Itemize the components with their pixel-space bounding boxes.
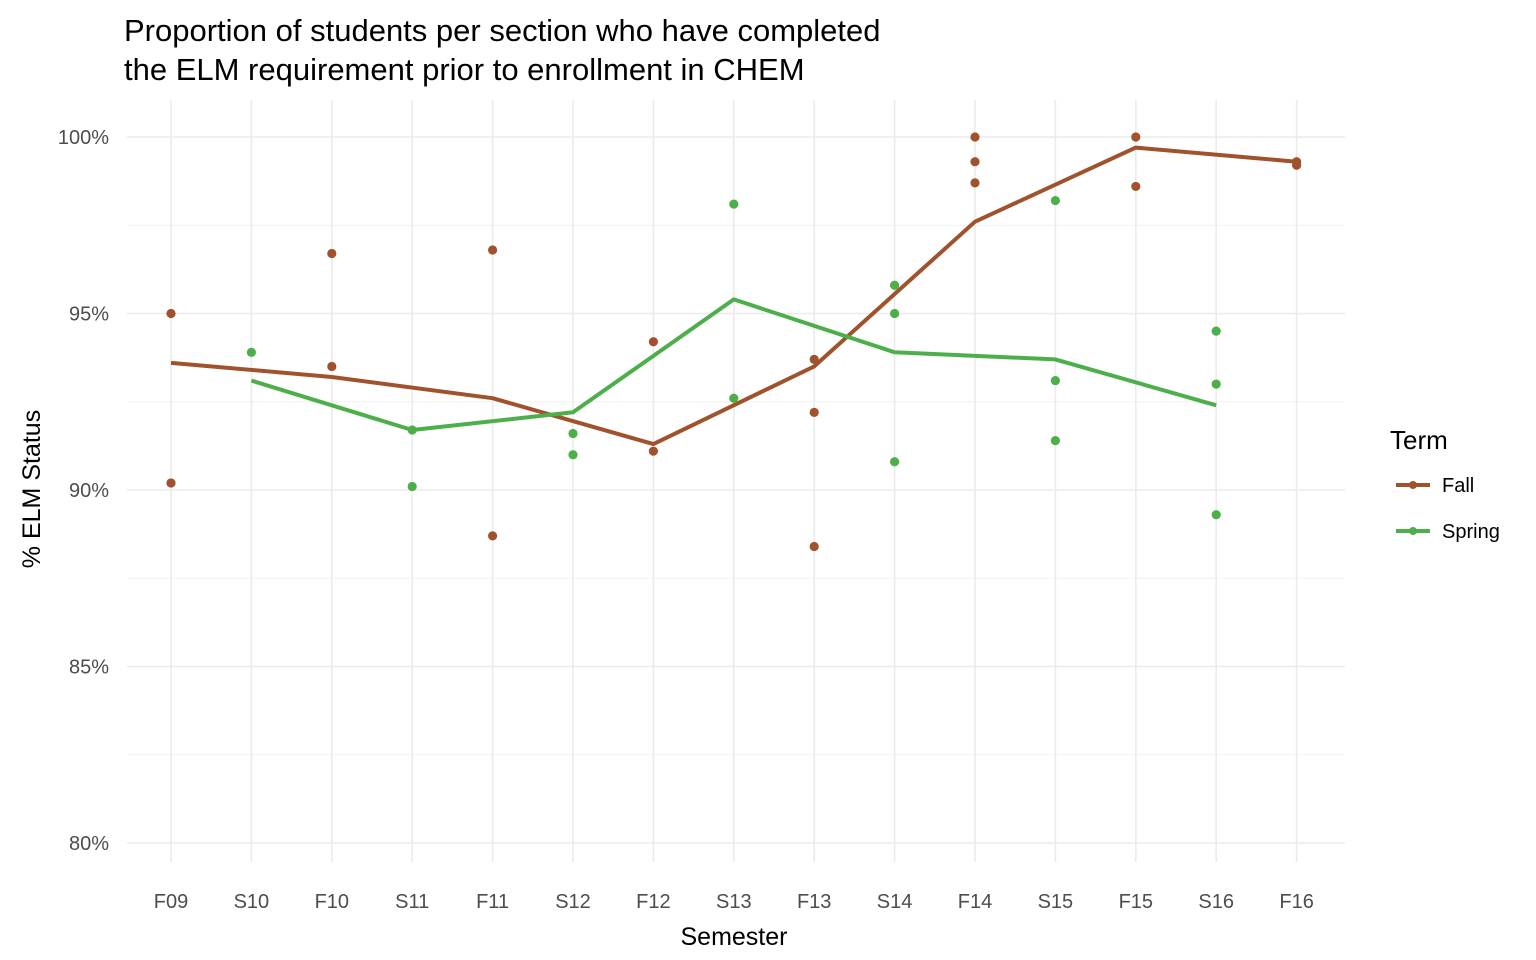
legend-label-fall: Fall bbox=[1442, 475, 1474, 497]
x-tick-label: S13 bbox=[716, 891, 752, 913]
y-tick-label: 85% bbox=[69, 657, 109, 679]
x-tick-label: S15 bbox=[1038, 891, 1074, 913]
x-tick-label: S14 bbox=[877, 891, 913, 913]
data-point-spring bbox=[568, 428, 578, 439]
chart-title-line-1: Proportion of students per section who h… bbox=[124, 13, 881, 48]
legend-fall-point-key bbox=[1409, 481, 1417, 489]
data-point-fall bbox=[327, 248, 337, 259]
y-tick-label: 95% bbox=[69, 304, 109, 326]
data-point-fall bbox=[488, 245, 498, 255]
series-points bbox=[166, 132, 1302, 552]
x-tick-label: F16 bbox=[1279, 891, 1313, 913]
x-tick-label: S16 bbox=[1198, 891, 1234, 913]
data-point-fall bbox=[166, 308, 176, 319]
data-point-spring bbox=[568, 450, 578, 460]
x-tick-label: S11 bbox=[395, 891, 429, 913]
axes: 80% 85% 90% 95% 100% F09 S10 F10 S11 F11 S12 F12 S13… bbox=[58, 127, 1314, 913]
data-point-spring bbox=[890, 308, 900, 319]
grid-layer bbox=[127, 100, 1345, 862]
data-point-spring bbox=[890, 457, 900, 467]
data-point-fall bbox=[809, 407, 819, 417]
x-tick-label: S10 bbox=[234, 891, 270, 913]
data-point-spring bbox=[729, 199, 739, 209]
legend: Term Fall Spring bbox=[1390, 425, 1500, 543]
data-point-spring bbox=[1211, 379, 1221, 389]
legend-label-spring: Spring bbox=[1442, 521, 1500, 543]
x-tick-label: F09 bbox=[154, 891, 188, 913]
x-tick-label: F11 bbox=[476, 891, 509, 913]
y-tick-label: 100% bbox=[58, 127, 109, 149]
data-point-spring bbox=[1211, 326, 1221, 336]
legend-spring-point-key bbox=[1409, 527, 1417, 535]
data-point-spring bbox=[407, 425, 417, 435]
data-point-fall bbox=[1292, 160, 1302, 170]
data-point-fall bbox=[809, 354, 819, 364]
x-tick-label: F14 bbox=[958, 891, 992, 913]
data-point-fall bbox=[1131, 181, 1141, 192]
data-point-fall bbox=[648, 446, 659, 456]
x-tick-label: F13 bbox=[797, 891, 831, 913]
legend-entry-spring: Spring bbox=[1396, 521, 1500, 543]
data-point-spring bbox=[1211, 510, 1221, 520]
x-tick-label: F12 bbox=[636, 891, 670, 913]
y-axis-title: % ELM Status bbox=[18, 410, 46, 568]
data-point-fall bbox=[970, 132, 980, 142]
data-point-fall bbox=[648, 337, 659, 347]
data-point-fall bbox=[809, 541, 819, 552]
x-axis-title: Semester bbox=[681, 923, 788, 951]
series-line-fall bbox=[170, 145, 1297, 447]
x-tick-label: F10 bbox=[315, 891, 349, 913]
legend-title: Term bbox=[1390, 425, 1448, 455]
data-point-fall bbox=[970, 178, 980, 188]
data-point-fall bbox=[970, 157, 980, 167]
data-point-spring bbox=[890, 280, 900, 290]
data-point-fall bbox=[166, 478, 176, 488]
x-tick-label: F15 bbox=[1119, 891, 1153, 913]
x-tick-label: S12 bbox=[555, 891, 591, 913]
y-tick-label: 80% bbox=[69, 833, 109, 855]
data-point-fall bbox=[488, 531, 498, 541]
data-point-spring bbox=[1050, 195, 1060, 206]
data-point-spring bbox=[246, 347, 256, 357]
y-tick-label: 90% bbox=[69, 480, 109, 502]
data-point-spring bbox=[1050, 435, 1060, 446]
data-point-spring bbox=[729, 393, 739, 403]
legend-entry-fall: Fall bbox=[1396, 475, 1474, 497]
data-point-spring bbox=[407, 481, 417, 492]
data-point-spring bbox=[1050, 375, 1060, 386]
data-point-fall bbox=[327, 361, 337, 372]
chart-title-line-2: the ELM requirement prior to enrollment … bbox=[124, 52, 805, 87]
data-point-fall bbox=[1131, 132, 1141, 142]
